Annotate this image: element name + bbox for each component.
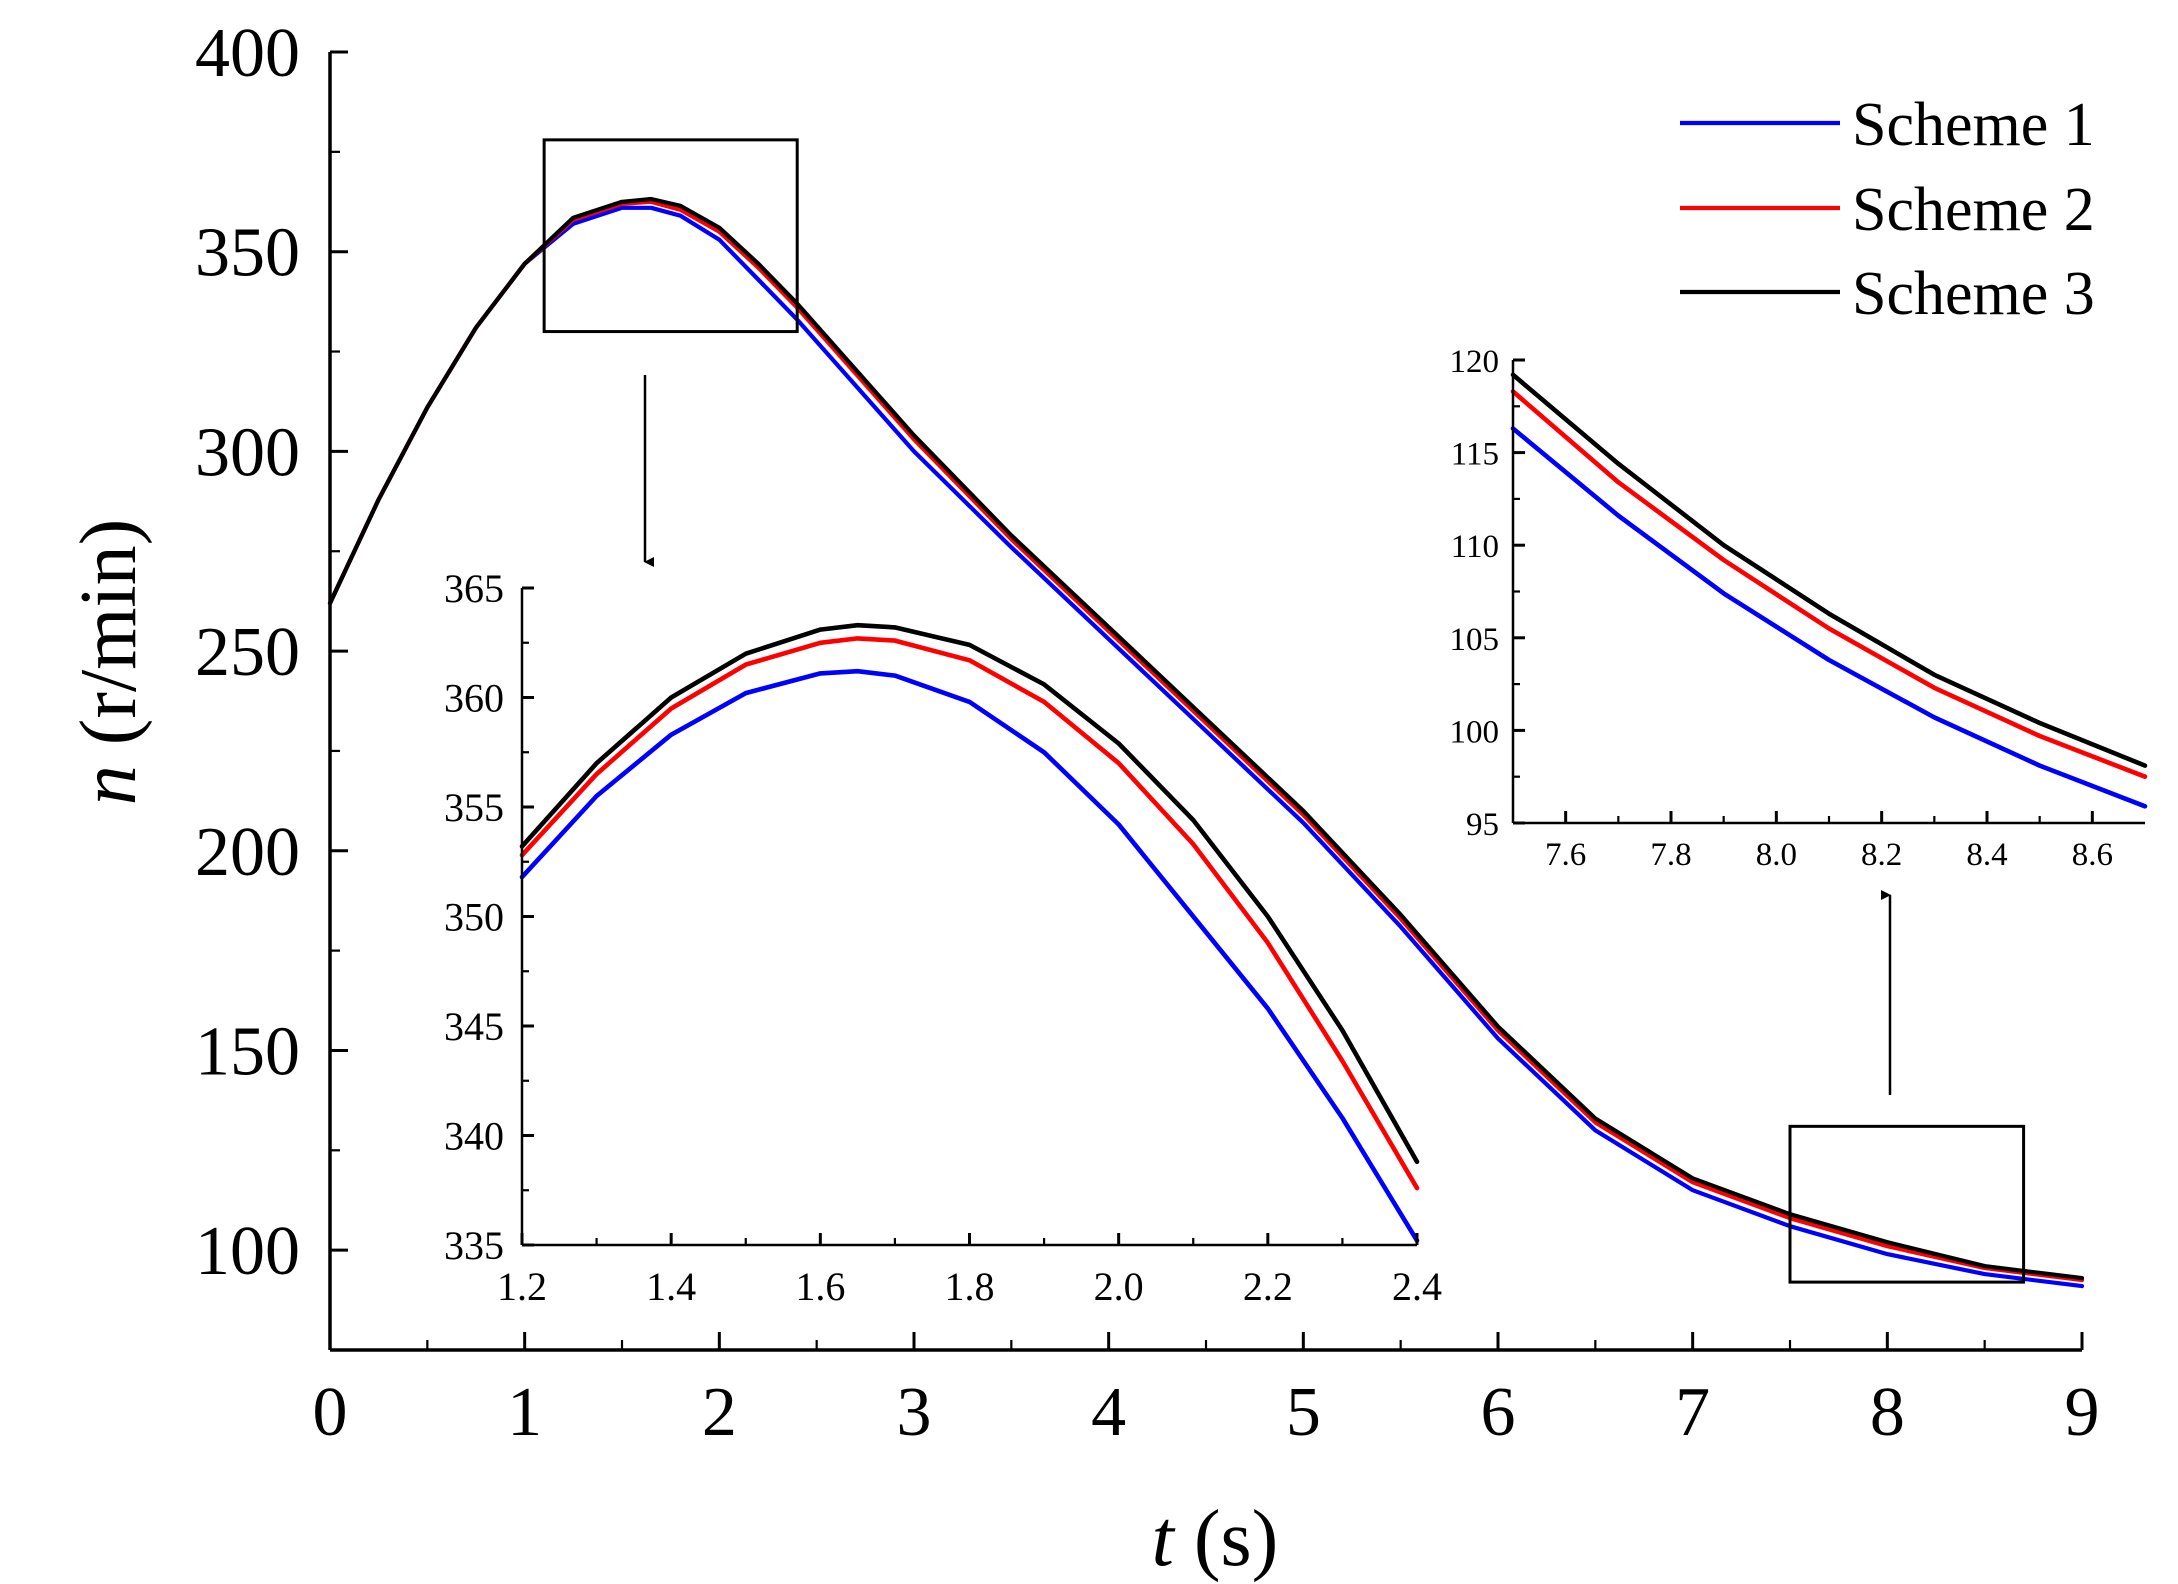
inset2-y-tick-label: 110 [1451,529,1499,565]
inset2-series-scheme-2 [1510,389,2148,779]
y-tick-label-350: 350 [195,215,300,292]
inset2-y-tick-label: 100 [1450,714,1500,750]
inset2-x-tick-label: 7.6 [1545,837,1586,873]
x-ticks: 0 1 2 3 4 5 6 7 8 9 [313,1332,2100,1451]
main-series-group [327,196,2085,1289]
y-ticks: 100 150 200 250 300 350 400 [195,15,348,1290]
inset1-y-tick-label: 360 [444,676,504,721]
legend-label-scheme-3: Scheme 3 [1852,260,2095,328]
x-tick-label-8: 8 [1870,1374,1905,1451]
x-tick-label-7: 7 [1675,1374,1710,1451]
inset1-series-scheme-3 [519,622,1420,1165]
legend-label-scheme-2: Scheme 2 [1852,176,2095,244]
inset1-x-tick-label: 2.0 [1094,1264,1144,1309]
series-line-scheme-1 [327,205,2085,1289]
x-axis-label: t [1152,1495,1176,1583]
inset1-x-tick-label: 1.2 [497,1264,547,1309]
inset2-x-tick-label: 8.0 [1756,837,1797,873]
inset1-series-scheme-1 [519,668,1420,1243]
y-tick-label-300: 300 [195,414,300,491]
x-tick-label-5: 5 [1286,1374,1321,1451]
inset2-y-tick-label: 105 [1450,622,1500,658]
x-tick-label-1: 1 [507,1374,542,1451]
y-tick-label-100: 100 [195,1213,300,1290]
inset2-y-tick-label: 95 [1466,807,1499,843]
y-axis-unit: (r/min) [65,519,153,746]
inset-plot-tail: 7.6 7.8 8.0 8.2 8.4 8.6 95 100 105 110 115 120 [1450,344,2148,873]
inset2-x-tick-label: 7.8 [1650,837,1691,873]
y-axis-title: n (r/min) [65,519,153,806]
x-tick-label-0: 0 [313,1374,348,1451]
legend-label-scheme-1: Scheme 1 [1852,91,2095,159]
inset1-x-tick-label: 2.2 [1243,1264,1293,1309]
inset1-y-tick-label: 340 [444,1114,504,1159]
series-line-scheme-2 [327,199,2085,1283]
inset-peak-y-ticks: 335 340 345 350 355 360 365 [444,566,534,1268]
x-tick-label-6: 6 [1481,1374,1516,1451]
y-tick-label-200: 200 [195,814,300,891]
x-axis-title: t (s) [1152,1495,1279,1583]
y-axis-label: n [65,765,153,805]
inset2-x-tick-label: 8.6 [2072,837,2113,873]
inset-tail-series-group [1510,372,2148,809]
inset1-series-scheme-2 [519,636,1420,1191]
legend: Scheme 1 Scheme 2 Scheme 3 [1680,91,2095,328]
inset-tail-x-ticks: 7.6 7.8 8.0 8.2 8.4 8.6 [1545,811,2113,873]
inset1-y-tick-label: 335 [444,1223,504,1268]
inset2-series-scheme-1 [1510,426,2148,809]
inset-tail-y-ticks: 95 100 105 110 115 120 [1450,344,1525,843]
inset2-x-tick-label: 8.4 [1966,837,2007,873]
inset-peak-x-ticks: 1.2 1.4 1.6 1.8 2.0 2.2 2.4 [497,1233,1442,1309]
zoom-boxes [542,138,2026,1284]
zoom-box-2 [1788,1124,2026,1284]
inset2-x-tick-label: 8.2 [1861,837,1902,873]
x-tick-label-3: 3 [897,1374,932,1451]
inset1-x-tick-label: 1.4 [646,1264,696,1309]
inset2-series-scheme-3 [1510,372,2148,768]
y-tick-label-150: 150 [195,1013,300,1090]
y-tick-label-250: 250 [195,614,300,691]
inset1-y-tick-label: 350 [444,895,504,940]
inset2-y-tick-label: 120 [1450,344,1500,380]
x-axis-unit: (s) [1194,1495,1278,1583]
x-tick-label-9: 9 [2065,1374,2100,1451]
inset2-y-tick-label: 115 [1451,437,1499,473]
series-line-scheme-3 [327,196,2085,1281]
x-tick-label-4: 4 [1091,1374,1126,1451]
inset1-y-tick-label: 345 [444,1004,504,1049]
inset1-y-tick-label: 355 [444,785,504,830]
zoom-box-1 [542,138,799,334]
x-tick-label-2: 2 [702,1374,737,1451]
inset-peak-series-group [519,622,1420,1243]
inset1-x-tick-label: 1.8 [945,1264,995,1309]
inset1-x-tick-label: 2.4 [1392,1264,1442,1309]
y-tick-label-400: 400 [195,15,300,92]
inset1-y-tick-label: 365 [444,566,504,611]
inset-plot-peak: 1.2 1.4 1.6 1.8 2.0 2.2 2.4 335 340 345 350 355 360… [444,566,1442,1309]
inset1-x-tick-label: 1.6 [795,1264,845,1309]
